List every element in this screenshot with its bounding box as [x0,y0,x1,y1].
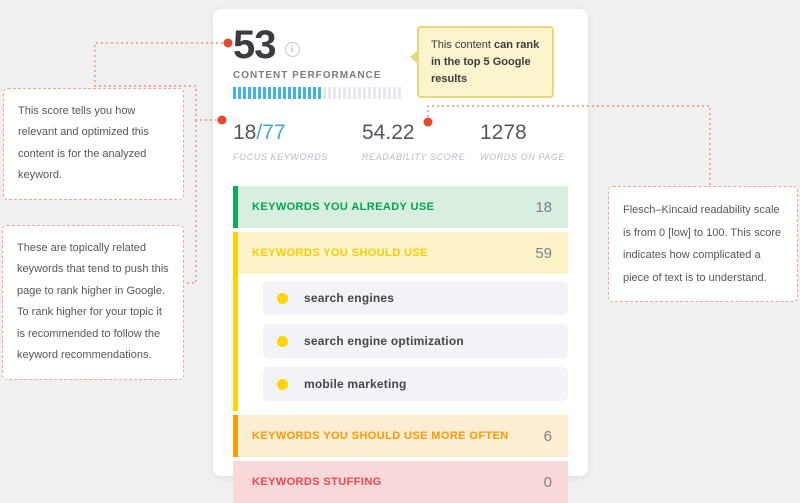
keyword-item[interactable]: mobile marketing [263,367,568,401]
suggested-keyword-list: search engines search engine optimizatio… [233,274,568,411]
tooltip-arrow-icon [410,50,418,64]
tooltip-text: This content [431,39,494,51]
readability-label: READABILITY SCORE [362,152,466,162]
section-keywords-stuffing[interactable]: KEYWORDS STUFFING 0 [233,461,568,503]
stat-readability: 54.22 READABILITY SCORE [362,121,480,162]
words-value: 1278 [480,121,527,144]
keyword-text: mobile marketing [304,377,407,391]
stats-row: 18/77 FOCUS KEYWORDS 54.22 READABILITY S… [233,121,568,162]
keyword-sections: KEYWORDS YOU ALREADY USE 18 KEYWORDS YOU… [233,186,568,503]
bullet-dot-icon [277,378,288,390]
section-label: KEYWORDS YOU SHOULD USE [252,247,428,259]
section-count: 18 [535,198,552,216]
score-progress-bar [233,87,401,99]
connector-keyword-list [186,120,197,284]
bullet-dot-icon [277,292,288,304]
score-block: 53 i [233,23,568,67]
annotation-readability: Flesch–Kincaid readability scale is from… [608,186,798,303]
focus-keywords-total: /77 [256,121,286,144]
keyword-text: search engine optimization [304,334,464,348]
readability-value: 54.22 [362,121,415,144]
tooltip-text-bold: can rank [493,39,540,51]
content-performance-card: 53 i CONTENT PERFORMANCE This content ca… [213,9,588,503]
section-count: 6 [543,427,552,445]
section-label: KEYWORDS YOU ALREADY USE [252,201,435,213]
rank-tooltip: This content can rank in the top 5 Googl… [410,26,554,99]
score-progress-fill [233,87,323,99]
annotation-related-keywords: These are topically related keywords tha… [2,225,184,380]
section-keywords-already-use[interactable]: KEYWORDS YOU ALREADY USE 18 [233,186,568,228]
words-label: WORDS ON PAGE [480,152,566,162]
focus-keywords-label: FOCUS KEYWORDS [233,152,328,162]
score-label: CONTENT PERFORMANCE [233,70,382,81]
keyword-item[interactable]: search engines [263,281,568,315]
connector-score [94,42,228,88]
annotation-score: This score tells you how relevant and op… [3,88,184,200]
info-icon[interactable]: i [284,41,300,57]
section-keywords-should-use[interactable]: KEYWORDS YOU SHOULD USE 59 [233,232,568,274]
stat-focus-keywords: 18/77 FOCUS KEYWORDS [233,121,362,162]
section-label: KEYWORDS STUFFING [252,476,382,488]
section-label: KEYWORDS YOU SHOULD USE MORE OFTEN [252,430,509,442]
section-count: 0 [543,473,552,491]
tooltip-text-line2: in the top 5 Google results [431,56,531,86]
keyword-item[interactable]: search engine optimization [263,324,568,358]
score-value: 53 [233,23,276,67]
section-count: 59 [535,244,552,262]
keyword-text: search engines [304,291,395,305]
bullet-dot-icon [277,335,288,347]
section-keywords-use-more-often[interactable]: KEYWORDS YOU SHOULD USE MORE OFTEN 6 [233,415,568,457]
stat-words: 1278 WORDS ON PAGE [480,121,568,162]
focus-keywords-value: 18 [233,121,257,144]
